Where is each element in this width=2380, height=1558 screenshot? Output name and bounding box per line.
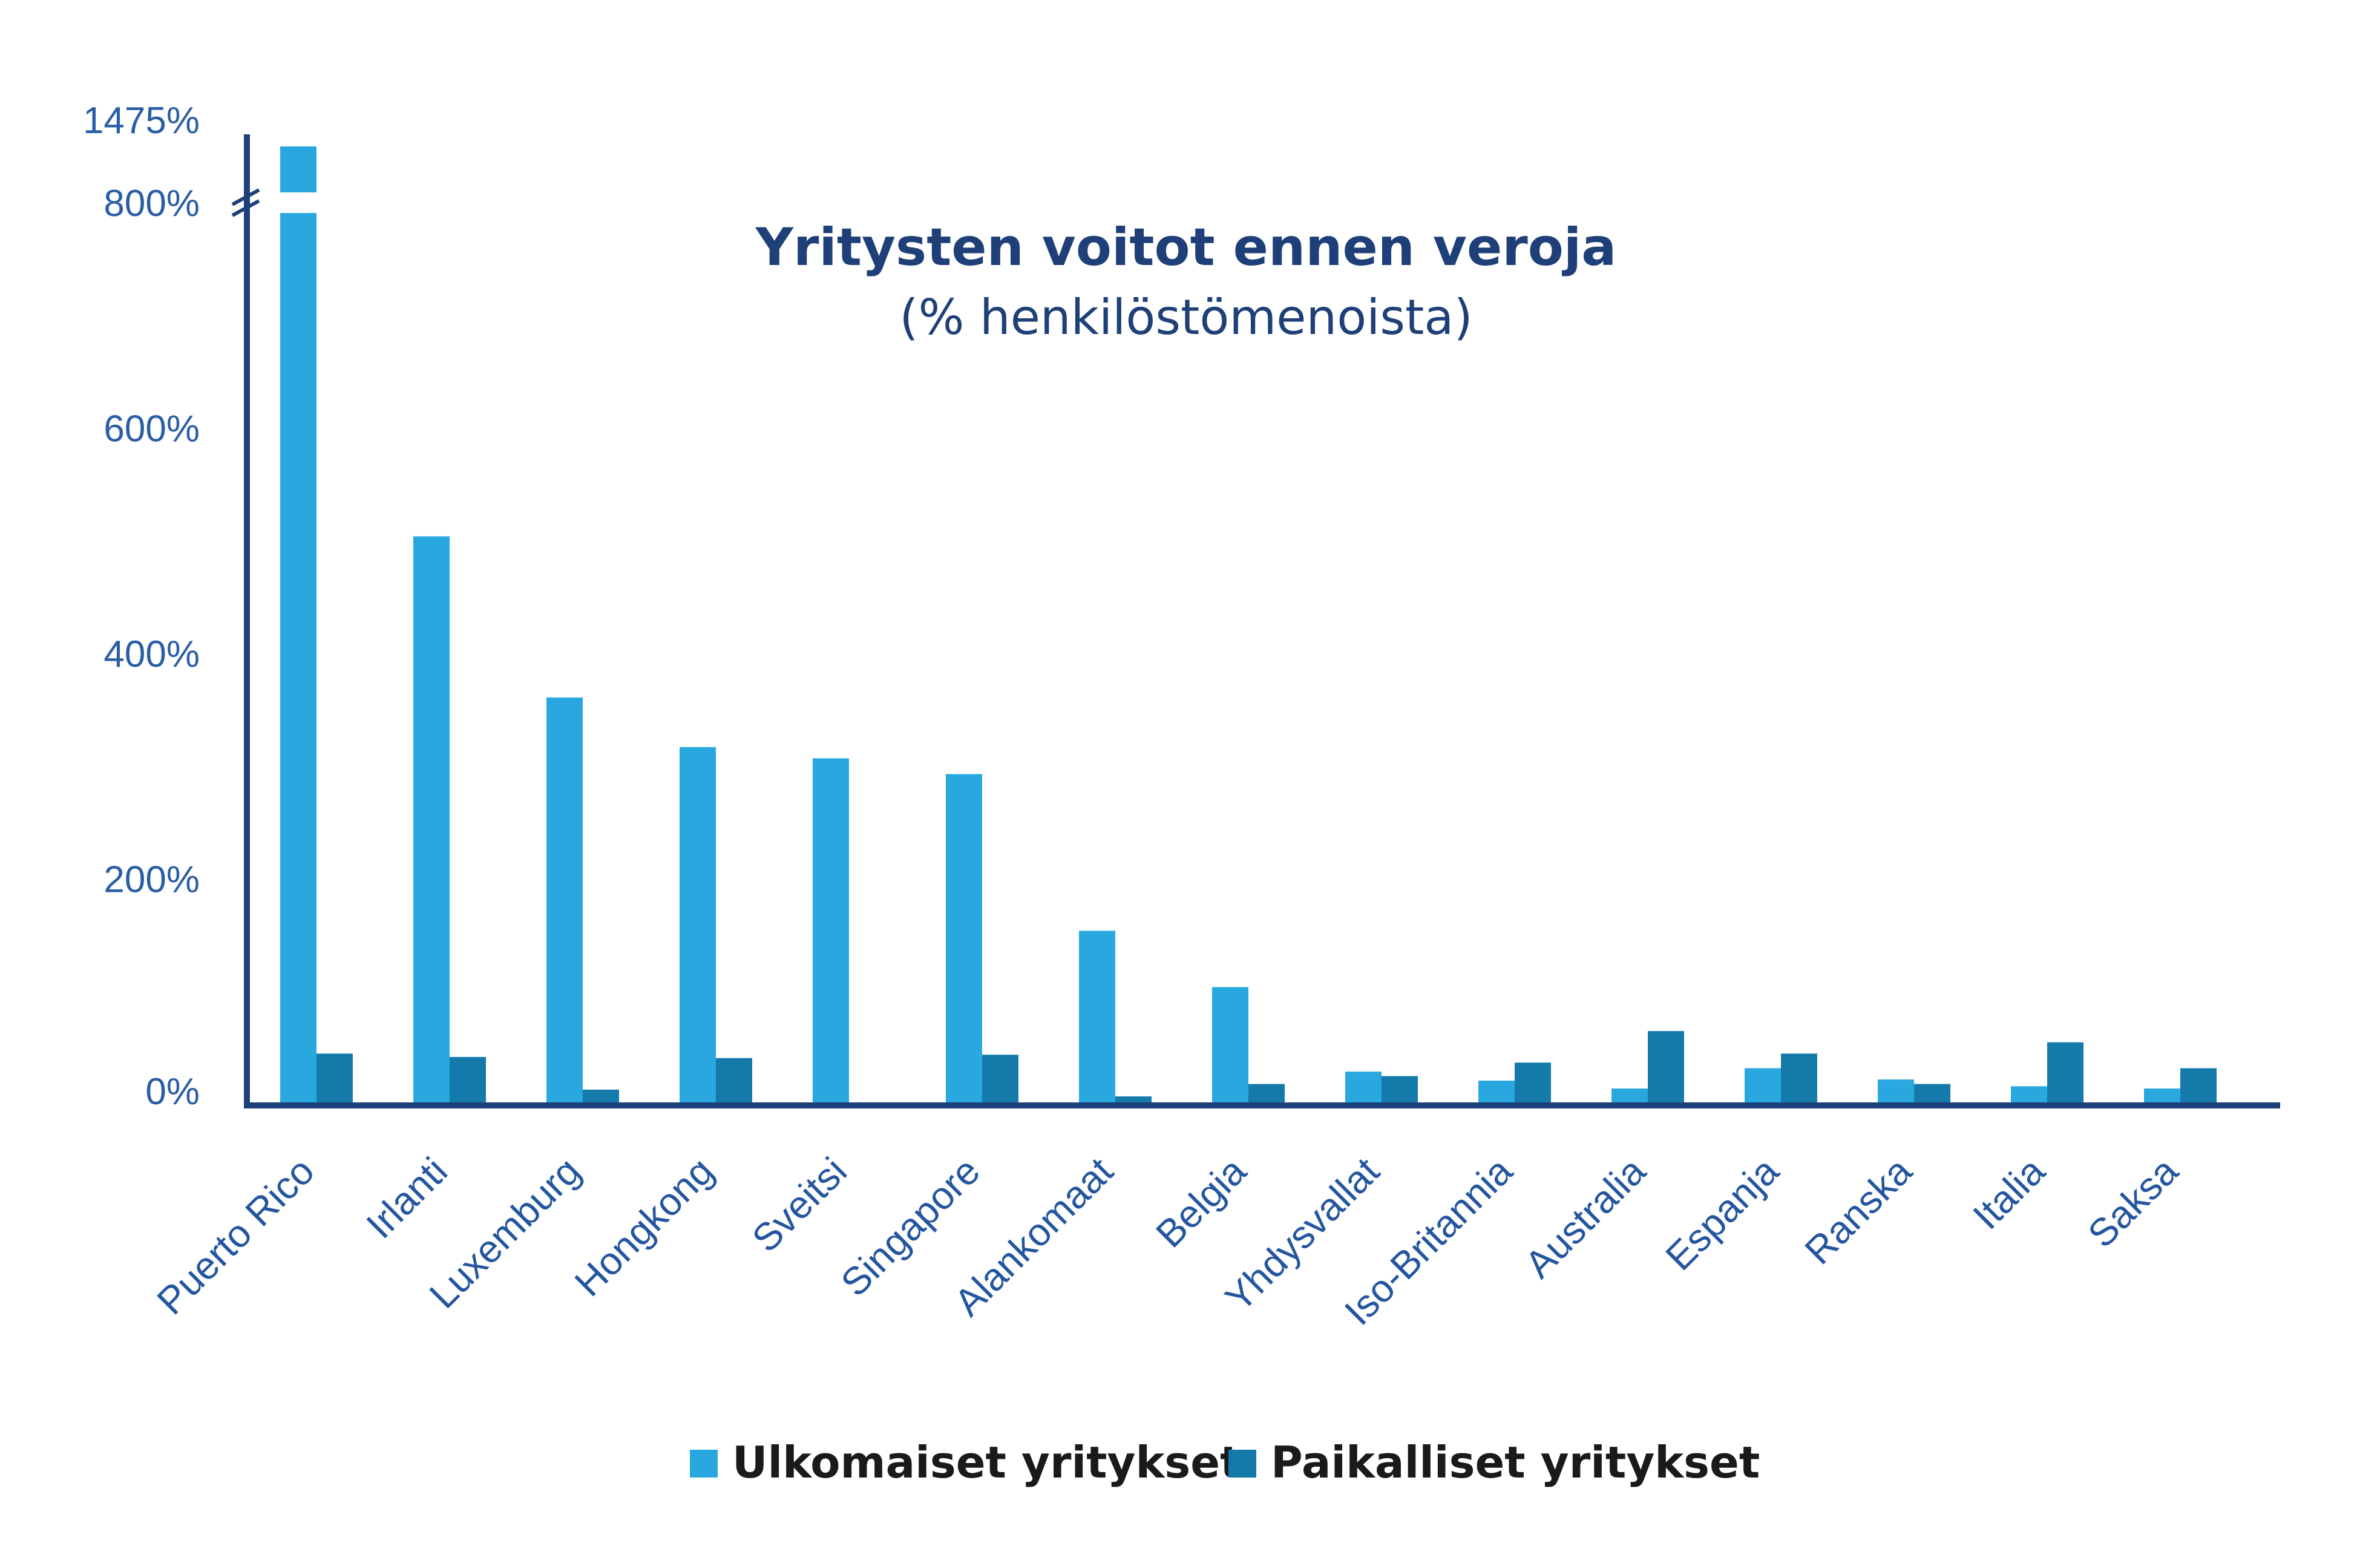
y-tick-label: 800% bbox=[103, 183, 200, 224]
foreign-bar-13 bbox=[2011, 1086, 2047, 1103]
local-bar-13 bbox=[2047, 1042, 2083, 1103]
x-category-label: Espanja bbox=[1657, 1149, 1787, 1279]
y-tick-label: 200% bbox=[103, 859, 200, 901]
foreign-bar-14 bbox=[2144, 1088, 2180, 1103]
chart-title: Yritysten voitot ennen veroja bbox=[755, 217, 1617, 278]
foreign-bar-9 bbox=[1478, 1081, 1515, 1103]
y-tick-labels: 0% 200% 400% 600% 800% 1475% bbox=[83, 100, 200, 1113]
x-category-label: Irlanti bbox=[358, 1149, 456, 1247]
x-category-label: Ranska bbox=[1797, 1149, 1921, 1273]
local-bar-0 bbox=[316, 1053, 353, 1103]
local-bar-8 bbox=[1382, 1076, 1418, 1103]
bar-break-gap bbox=[279, 192, 318, 213]
y-tick-label: 400% bbox=[103, 633, 200, 675]
x-category-label: Australia bbox=[1516, 1149, 1654, 1286]
local-bars bbox=[316, 1031, 2217, 1103]
legend-label-foreign: Ulkomaiset yritykset bbox=[732, 1437, 1241, 1488]
x-category-label: Italia bbox=[1964, 1149, 2053, 1238]
local-bar-9 bbox=[1515, 1062, 1551, 1103]
local-bar-11 bbox=[1781, 1053, 1817, 1103]
y-tick-label: 0% bbox=[145, 1071, 200, 1113]
local-bar-3 bbox=[716, 1058, 752, 1103]
foreign-bar-3 bbox=[680, 747, 716, 1103]
foreign-bar-8 bbox=[1345, 1072, 1382, 1103]
y-tick-label: 1475% bbox=[83, 100, 200, 142]
foreign-bar-4 bbox=[813, 758, 849, 1103]
foreign-bar-0 bbox=[280, 146, 316, 1103]
foreign-bar-1 bbox=[413, 536, 450, 1103]
x-category-label: Sveitsi bbox=[744, 1149, 855, 1260]
legend-swatch-foreign bbox=[690, 1450, 718, 1478]
local-bar-14 bbox=[2180, 1068, 2217, 1103]
local-bar-5 bbox=[982, 1055, 1018, 1103]
foreign-bar-12 bbox=[1878, 1079, 1914, 1103]
local-bar-1 bbox=[450, 1056, 486, 1103]
local-bar-12 bbox=[1914, 1084, 1950, 1103]
local-bar-6 bbox=[1115, 1096, 1152, 1103]
foreign-bar-2 bbox=[546, 697, 583, 1103]
legend: Ulkomaiset yritykset Paikalliset yrityks… bbox=[690, 1437, 1760, 1488]
foreign-bar-6 bbox=[1079, 931, 1115, 1103]
foreign-bar-11 bbox=[1745, 1068, 1781, 1103]
local-bar-7 bbox=[1248, 1084, 1285, 1103]
foreign-bar-7 bbox=[1212, 987, 1248, 1103]
y-tick-label: 600% bbox=[103, 408, 200, 450]
foreign-bar-10 bbox=[1611, 1088, 1648, 1103]
legend-label-local: Paikalliset yritykset bbox=[1271, 1437, 1760, 1488]
legend-swatch-local bbox=[1228, 1450, 1256, 1478]
x-category-label: Saksa bbox=[2079, 1149, 2186, 1256]
foreign-bars bbox=[279, 146, 2180, 1103]
foreign-bar-5 bbox=[946, 774, 982, 1103]
local-bar-10 bbox=[1648, 1031, 1684, 1103]
x-category-label: Belgia bbox=[1147, 1149, 1254, 1256]
x-category-label: Puerto Rico bbox=[149, 1149, 323, 1323]
chart-subtitle: (% henkilöstömenoista) bbox=[899, 289, 1472, 345]
x-category-label: Hongkong bbox=[566, 1149, 722, 1304]
local-bar-2 bbox=[583, 1089, 619, 1103]
